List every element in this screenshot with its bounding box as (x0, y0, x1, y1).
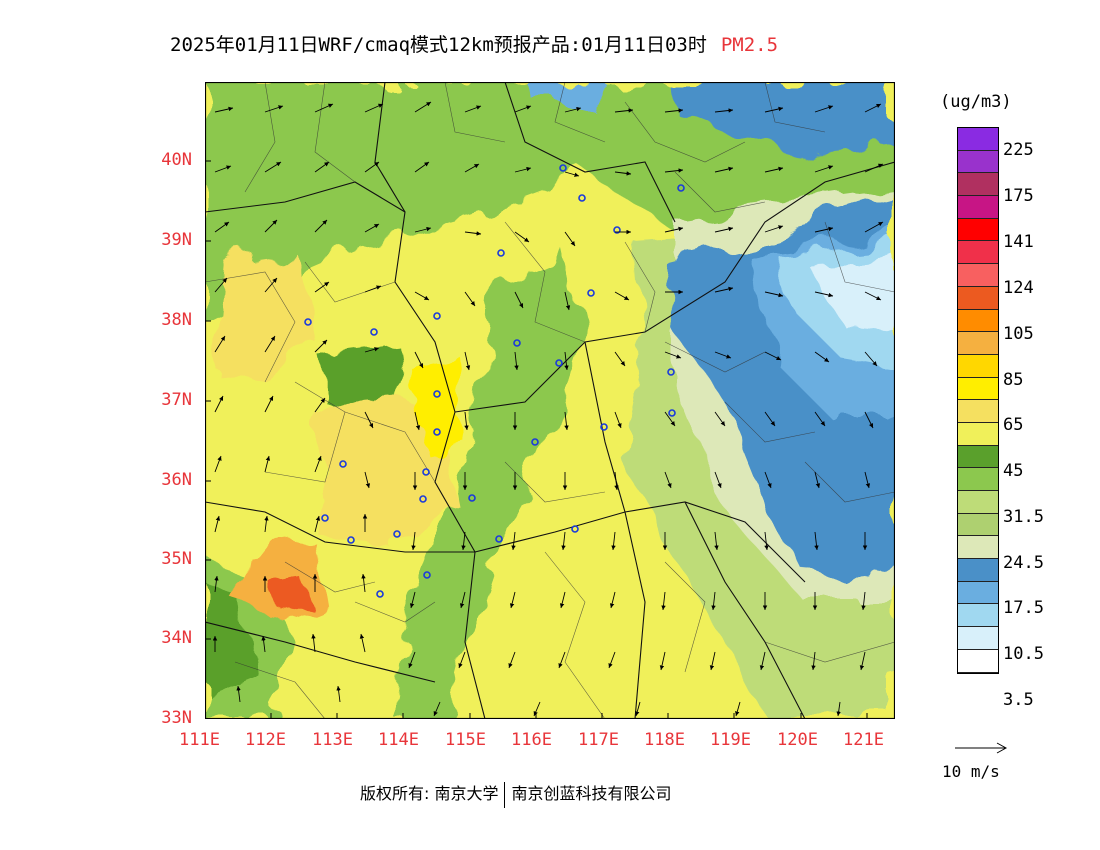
legend-color-cell (958, 150, 998, 174)
legend-color-cell (958, 627, 998, 650)
legend-color-cell (958, 332, 998, 355)
legend-color-cell (958, 241, 998, 265)
lon-label-116e: 116E (511, 730, 552, 750)
legend-color-cell (958, 604, 998, 628)
legend-label-65: 65 (1003, 415, 1024, 435)
lat-label-40n: 40N (161, 150, 192, 170)
title-main: 2025年01月11日WRF/cmaq模式12km预报产品:01月11日03时 (170, 34, 707, 56)
legend-label-45: 45 (1003, 461, 1024, 481)
title-variable: PM2.5 (720, 34, 779, 56)
legend-color-cell (958, 173, 998, 197)
wind-reference-label: 10 m/s (942, 762, 1000, 781)
lon-label-120e: 120E (777, 730, 818, 750)
lat-label-34n: 34N (161, 628, 192, 648)
lon-label-111e: 111E (179, 730, 220, 750)
legend-color-cell (958, 559, 998, 582)
legend-color-cell (958, 400, 998, 423)
lon-label-119e: 119E (710, 730, 751, 750)
legend-color-cell (958, 536, 998, 560)
legend-color-cell (958, 513, 998, 537)
legend-color-cell (958, 445, 998, 469)
lon-label-115e: 115E (445, 730, 486, 750)
legend-label-17-5: 17.5 (1003, 598, 1044, 618)
legend-label-175: 175 (1003, 186, 1034, 206)
footer-company: 南京创蓝科技有限公司 (511, 784, 672, 803)
wind-vectors (212, 101, 884, 717)
blue-region-north (665, 82, 895, 152)
lon-label-113e: 113E (312, 730, 353, 750)
legend-color-cell (958, 264, 998, 287)
lat-label-38n: 38N (161, 310, 192, 330)
lon-label-117e: 117E (578, 730, 619, 750)
province-boundaries (205, 82, 895, 719)
legend-color-cell (958, 309, 998, 333)
legend-color-cell (958, 354, 998, 378)
legend-color-cell (958, 377, 998, 401)
city-markers (304, 164, 685, 598)
lat-label-36n: 36N (161, 470, 192, 490)
legend-label-3-5: 3.5 (1003, 690, 1034, 710)
legend-colorbar (957, 127, 999, 674)
legend-unit: (ug/m3) (940, 92, 1012, 112)
legend-color-cell (958, 196, 998, 219)
lat-label-33n: 33N (161, 708, 192, 728)
footer-credits: 版权所有: 南京大学 南京创蓝科技有限公司 (360, 780, 672, 808)
legend-label-24-5: 24.5 (1003, 553, 1044, 573)
legend-label-10-5: 10.5 (1003, 644, 1044, 664)
pm25-map (205, 82, 895, 719)
legend-label-225: 225 (1003, 140, 1034, 160)
lat-label-37n: 37N (161, 390, 192, 410)
footer-copyright: 版权所有: 南京大学 (360, 784, 499, 803)
chart-title: 2025年01月11日WRF/cmaq模式12km预报产品:01月11日03时 P… (170, 30, 778, 57)
legend-label-105: 105 (1003, 324, 1034, 344)
lat-label-39n: 39N (161, 230, 192, 250)
legend-color-cell (958, 286, 998, 310)
footer-separator (504, 781, 506, 808)
legend-color-cell (958, 218, 998, 242)
green-belt (395, 252, 585, 719)
legend-label-85: 85 (1003, 370, 1024, 390)
axis-ticks (205, 160, 868, 719)
legend-label-31-5: 31.5 (1003, 507, 1044, 527)
lon-label-114e: 114E (378, 730, 419, 750)
lon-label-112e: 112E (245, 730, 286, 750)
lat-label-35n: 35N (161, 549, 192, 569)
legend-color-cell (958, 581, 998, 605)
legend-color-cell (958, 491, 998, 514)
lon-label-121e: 121E (843, 730, 884, 750)
legend-color-cell (958, 422, 998, 446)
legend-label-141: 141 (1003, 232, 1034, 252)
wind-reference-arrow-icon (955, 742, 1008, 754)
legend-color-cell (958, 128, 998, 151)
legend-color-cell (958, 649, 998, 673)
legend-label-124: 124 (1003, 278, 1034, 298)
lon-label-118e: 118E (644, 730, 685, 750)
legend-color-cell (958, 468, 998, 491)
